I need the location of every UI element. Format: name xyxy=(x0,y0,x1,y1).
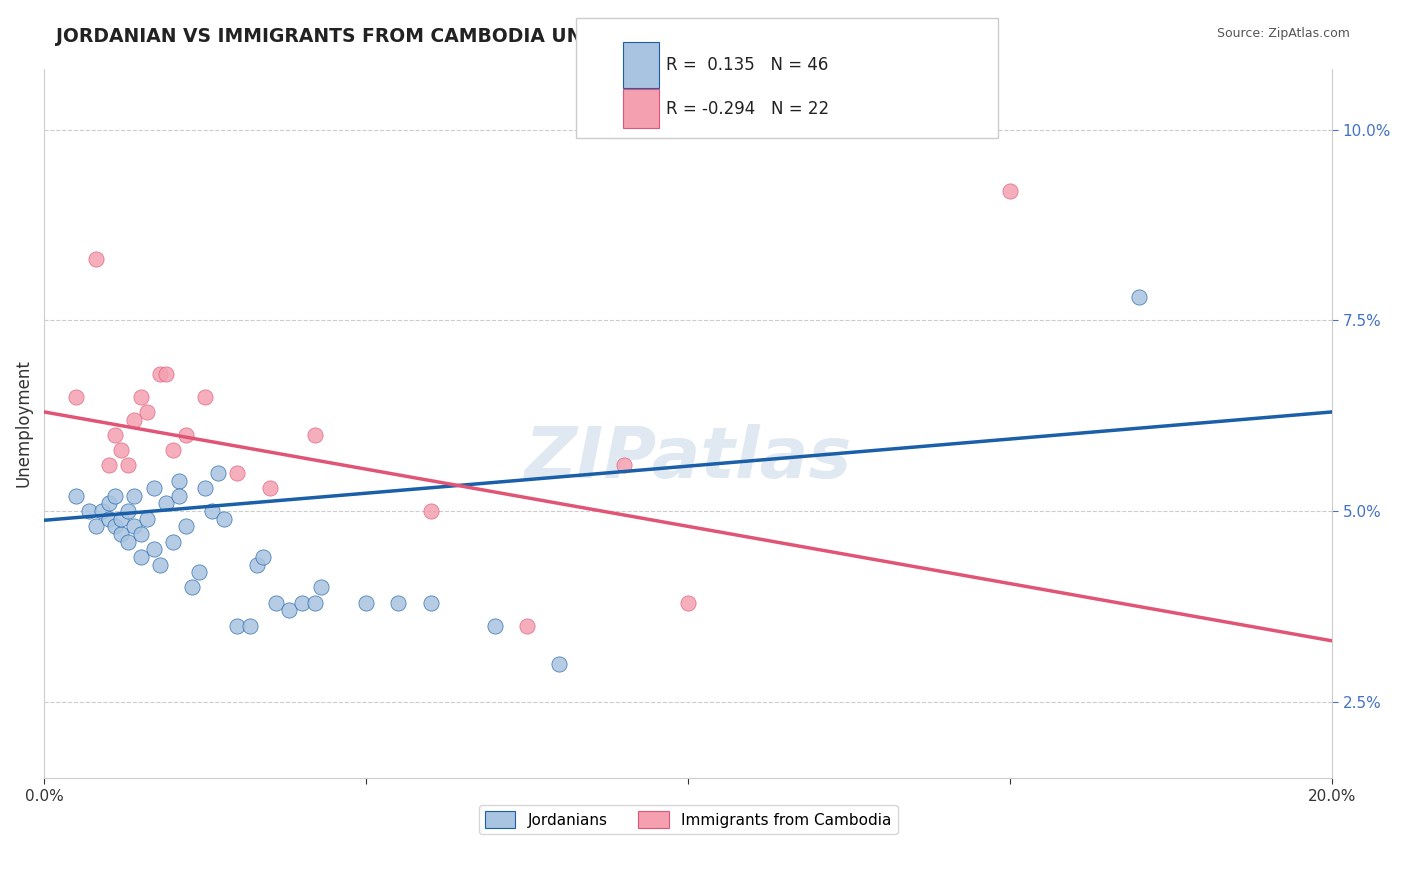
Point xyxy=(97,512,120,526)
Point xyxy=(174,427,197,442)
Point xyxy=(142,542,165,557)
Point xyxy=(169,474,191,488)
Point xyxy=(304,596,326,610)
Point xyxy=(259,481,281,495)
Point xyxy=(419,596,441,610)
Point xyxy=(91,504,114,518)
Point xyxy=(110,527,132,541)
Point xyxy=(65,390,87,404)
Point xyxy=(124,412,146,426)
Point xyxy=(129,527,152,541)
Point xyxy=(155,367,177,381)
Point xyxy=(387,596,409,610)
Point xyxy=(354,596,377,610)
Legend: Jordanians, Immigrants from Cambodia: Jordanians, Immigrants from Cambodia xyxy=(479,805,897,834)
Text: R =  0.135   N = 46: R = 0.135 N = 46 xyxy=(666,56,828,74)
Point xyxy=(291,596,314,610)
Point xyxy=(124,519,146,533)
Point xyxy=(516,618,538,632)
Point xyxy=(239,618,262,632)
Point xyxy=(117,534,139,549)
Text: JORDANIAN VS IMMIGRANTS FROM CAMBODIA UNEMPLOYMENT CORRELATION CHART: JORDANIAN VS IMMIGRANTS FROM CAMBODIA UN… xyxy=(56,27,959,45)
Point xyxy=(264,596,287,610)
Text: ZIPatlas: ZIPatlas xyxy=(524,425,852,493)
Point xyxy=(110,443,132,458)
Point xyxy=(676,596,699,610)
Point xyxy=(174,519,197,533)
Point xyxy=(246,558,269,572)
Point xyxy=(181,581,204,595)
Point xyxy=(419,504,441,518)
Point xyxy=(110,512,132,526)
Point xyxy=(304,427,326,442)
Y-axis label: Unemployment: Unemployment xyxy=(15,359,32,487)
Point xyxy=(200,504,222,518)
Point xyxy=(84,252,107,267)
Point xyxy=(155,496,177,510)
Point xyxy=(104,427,127,442)
Point xyxy=(226,618,249,632)
Point xyxy=(1128,290,1150,304)
Point xyxy=(104,489,127,503)
Point xyxy=(484,618,506,632)
Point xyxy=(252,549,274,564)
Point xyxy=(104,519,127,533)
Point xyxy=(142,481,165,495)
Point xyxy=(194,390,217,404)
Point xyxy=(97,496,120,510)
Point xyxy=(226,466,249,480)
Point xyxy=(169,489,191,503)
Point xyxy=(65,489,87,503)
Point xyxy=(124,489,146,503)
Text: Source: ZipAtlas.com: Source: ZipAtlas.com xyxy=(1216,27,1350,40)
Point xyxy=(309,581,332,595)
Point xyxy=(129,549,152,564)
Point xyxy=(117,504,139,518)
Point xyxy=(117,458,139,473)
Point xyxy=(84,519,107,533)
Point xyxy=(129,390,152,404)
Point xyxy=(149,367,172,381)
Point xyxy=(162,534,184,549)
Point xyxy=(207,466,229,480)
Point xyxy=(136,512,159,526)
Point xyxy=(277,603,299,617)
Point xyxy=(162,443,184,458)
Point xyxy=(613,458,636,473)
Point xyxy=(194,481,217,495)
Point xyxy=(136,405,159,419)
Point xyxy=(97,458,120,473)
Point xyxy=(77,504,100,518)
Point xyxy=(548,657,571,671)
Point xyxy=(214,512,236,526)
Text: R = -0.294   N = 22: R = -0.294 N = 22 xyxy=(666,100,830,118)
Point xyxy=(998,184,1021,198)
Point xyxy=(149,558,172,572)
Point xyxy=(187,565,209,579)
